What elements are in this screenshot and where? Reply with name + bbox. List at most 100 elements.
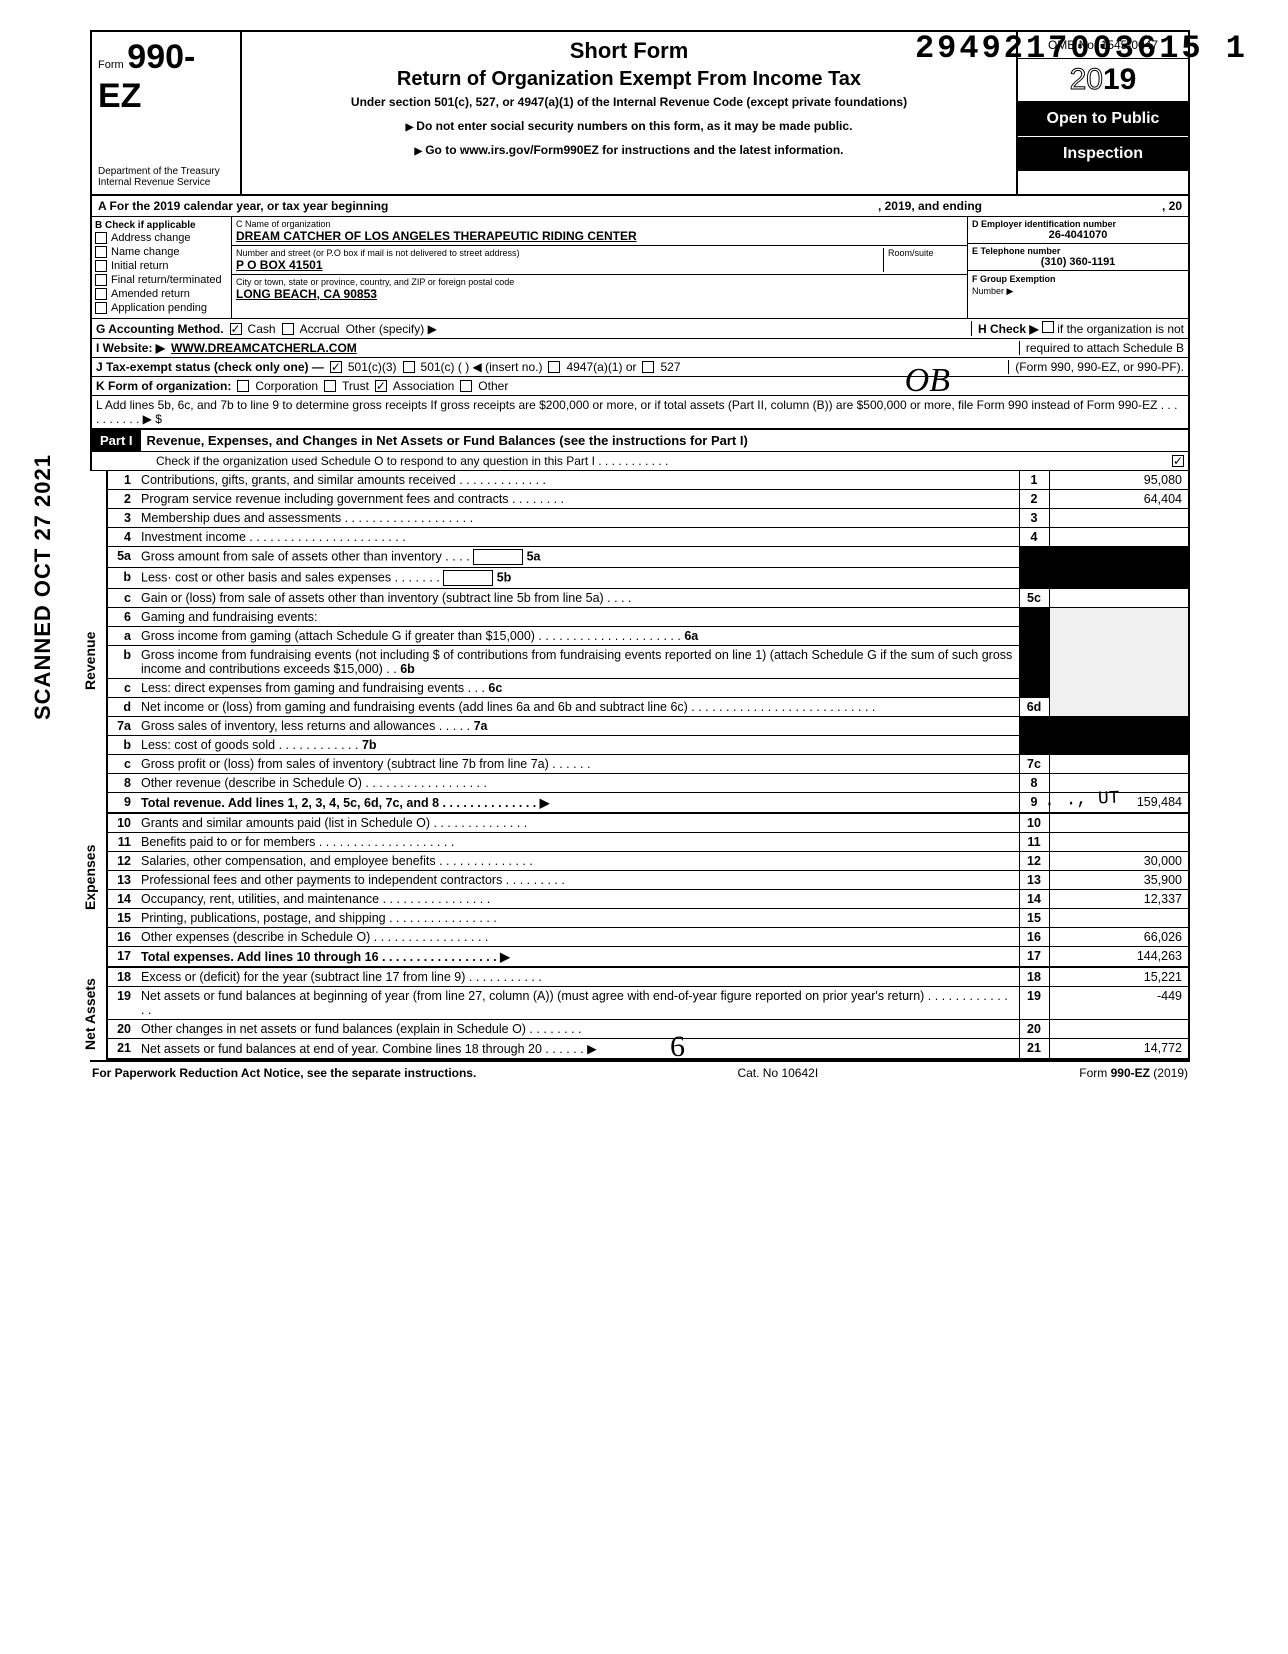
city-label: City or town, state or province, country… xyxy=(236,277,963,287)
row-l: L Add lines 5b, 6c, and 7b to line 9 to … xyxy=(90,396,1190,430)
chk-address[interactable]: Address change xyxy=(95,231,228,245)
chk-501c[interactable] xyxy=(403,361,415,373)
chk-corp[interactable] xyxy=(237,380,249,392)
return-title: Return of Organization Exempt From Incom… xyxy=(250,68,1008,91)
chk-amended[interactable]: Amended return xyxy=(95,287,228,301)
handwritten-initial: OB xyxy=(905,362,950,400)
chk-name[interactable]: Name change xyxy=(95,245,228,259)
c-value: DREAM CATCHER OF LOS ANGELES THERAPEUTIC… xyxy=(236,229,963,243)
received-stamp-loc: . ., UT xyxy=(1044,789,1120,812)
form-page: Form 990-EZ Department of the Treasury I… xyxy=(90,30,1190,1084)
tax-year: 2019 xyxy=(1018,59,1188,102)
row-i: I Website: ▶ WWW.DREAMCATCHERLA.COM requ… xyxy=(90,339,1190,358)
website-value: WWW.DREAMCATCHERLA.COM xyxy=(171,341,357,355)
dept-treasury: Department of the Treasury Internal Reve… xyxy=(98,116,234,188)
part1-header-row: Part I Revenue, Expenses, and Changes in… xyxy=(90,430,1190,452)
line-20: 20Other changes in net assets or fund ba… xyxy=(107,1020,1189,1039)
open-public-1: Open to Public xyxy=(1018,102,1188,136)
h-label: H Check ▶ xyxy=(978,322,1039,336)
line-21: 21Net assets or fund balances at end of … xyxy=(107,1039,1189,1060)
j-label: J Tax-exempt status (check only one) — xyxy=(96,360,324,374)
line-16: 16Other expenses (describe in Schedule O… xyxy=(107,928,1189,947)
c-label: C Name of organization xyxy=(236,219,963,229)
part1-check-text: Check if the organization used Schedule … xyxy=(96,454,668,468)
line-12: 12Salaries, other compensation, and empl… xyxy=(107,852,1189,871)
f-label2: Number ▶ xyxy=(972,286,1013,296)
chk-accrual[interactable] xyxy=(282,323,294,335)
line-6: 6Gaming and fundraising events: xyxy=(107,608,1189,627)
form-header: Form 990-EZ Department of the Treasury I… xyxy=(90,30,1190,196)
chk-schedule-o[interactable] xyxy=(1172,455,1184,467)
scanned-stamp: SCANNED OCT 27 2021 xyxy=(30,454,56,720)
chk-trust[interactable] xyxy=(324,380,336,392)
d-label: D Employer identification number xyxy=(972,219,1184,229)
instruction-url: Go to www.irs.gov/Form990EZ for instruct… xyxy=(250,143,1008,157)
side-netassets: Net Assets xyxy=(82,978,98,1050)
d-value: 26-4041070 xyxy=(972,229,1184,241)
chk-other[interactable] xyxy=(460,380,472,392)
room-label: Room/suite xyxy=(888,248,963,258)
line-6b: bGross income from fundraising events (n… xyxy=(107,646,1189,679)
line-5a: 5aGross amount from sale of assets other… xyxy=(107,547,1189,568)
line-7c: cGross profit or (loss) from sales of in… xyxy=(107,755,1189,774)
part1-table: 1Contributions, gifts, grants, and simil… xyxy=(106,471,1190,1060)
line-6a: aGross income from gaming (attach Schedu… xyxy=(107,627,1189,646)
side-expenses: Expenses xyxy=(82,845,98,910)
row-k: K Form of organization: Corporation Trus… xyxy=(90,377,1190,396)
row-a-left: A For the 2019 calendar year, or tax yea… xyxy=(98,199,388,213)
line-2: 2Program service revenue including gover… xyxy=(107,490,1189,509)
row-a-right: , 20 xyxy=(1162,199,1182,213)
part1-check-row: Check if the organization used Schedule … xyxy=(90,452,1190,471)
section-bcdef: B Check if applicable Address change Nam… xyxy=(90,217,1190,319)
line-8: 8Other revenue (describe in Schedule O) … xyxy=(107,774,1189,793)
instruction-ssn: Do not enter social security numbers on … xyxy=(250,119,1008,133)
line-18: 18Excess or (deficit) for the year (subt… xyxy=(107,967,1189,987)
footer-right: Form 990-EZ (2019) xyxy=(1079,1066,1188,1080)
g-label: G Accounting Method. xyxy=(96,322,224,336)
part1-badge: Part I xyxy=(92,430,141,451)
i-label: I Website: ▶ xyxy=(96,341,165,355)
line-5b: bLess· cost or other basis and sales exp… xyxy=(107,568,1189,589)
line-1: 1Contributions, gifts, grants, and simil… xyxy=(107,471,1189,490)
b-header: B Check if applicable xyxy=(95,220,228,231)
line-19: 19Net assets or fund balances at beginni… xyxy=(107,987,1189,1020)
side-revenue: Revenue xyxy=(82,632,98,690)
line-7a: 7aGross sales of inventory, less returns… xyxy=(107,717,1189,736)
part1-title: Revenue, Expenses, and Changes in Net As… xyxy=(141,430,1188,451)
chk-501c3[interactable] xyxy=(330,361,342,373)
e-label: E Telephone number xyxy=(972,246,1184,256)
chk-assoc[interactable] xyxy=(375,380,387,392)
chk-pending[interactable]: Application pending xyxy=(95,301,228,315)
chk-cash[interactable] xyxy=(230,323,242,335)
chk-527[interactable] xyxy=(642,361,654,373)
street-value: P O BOX 41501 xyxy=(236,258,883,272)
chk-initial[interactable]: Initial return xyxy=(95,259,228,273)
box-5a xyxy=(473,549,523,565)
footer-left: For Paperwork Reduction Act Notice, see … xyxy=(92,1066,476,1080)
line-6d: dNet income or (loss) from gaming and fu… xyxy=(107,698,1189,717)
street-label: Number and street (or P.O box if mail is… xyxy=(236,248,883,258)
j-right: (Form 990, 990-EZ, or 990-PF). xyxy=(1008,360,1184,374)
handwritten-page-num: 6 xyxy=(670,1030,685,1064)
line-4: 4Investment income . . . . . . . . . . .… xyxy=(107,528,1189,547)
l-text: L Add lines 5b, 6c, and 7b to line 9 to … xyxy=(96,398,1184,426)
k-label: K Form of organization: xyxy=(96,379,231,393)
line-10: 10Grants and similar amounts paid (list … xyxy=(107,813,1189,833)
e-value: (310) 360-1191 xyxy=(972,256,1184,268)
short-form-title: Short Form xyxy=(250,38,1008,64)
form-label: Form xyxy=(98,59,124,71)
f-label: F Group Exemption xyxy=(972,274,1056,284)
received-stamp-date: 20 2 20 xyxy=(1034,721,1110,744)
line-7b: bLess: cost of goods sold . . . . . . . … xyxy=(107,736,1189,755)
row-a-mid: , 2019, and ending xyxy=(878,199,982,213)
chk-4947[interactable] xyxy=(548,361,560,373)
line-6c: cLess: direct expenses from gaming and f… xyxy=(107,679,1189,698)
h-text2: required to attach Schedule B xyxy=(1019,341,1184,355)
subtitle: Under section 501(c), 527, or 4947(a)(1)… xyxy=(250,95,1008,109)
footer: For Paperwork Reduction Act Notice, see … xyxy=(90,1060,1190,1084)
chk-h[interactable] xyxy=(1042,321,1054,333)
open-public-2: Inspection xyxy=(1018,136,1188,171)
footer-mid: Cat. No 10642I xyxy=(476,1066,1079,1080)
box-5b xyxy=(443,570,493,586)
chk-final[interactable]: Final return/terminated xyxy=(95,273,228,287)
